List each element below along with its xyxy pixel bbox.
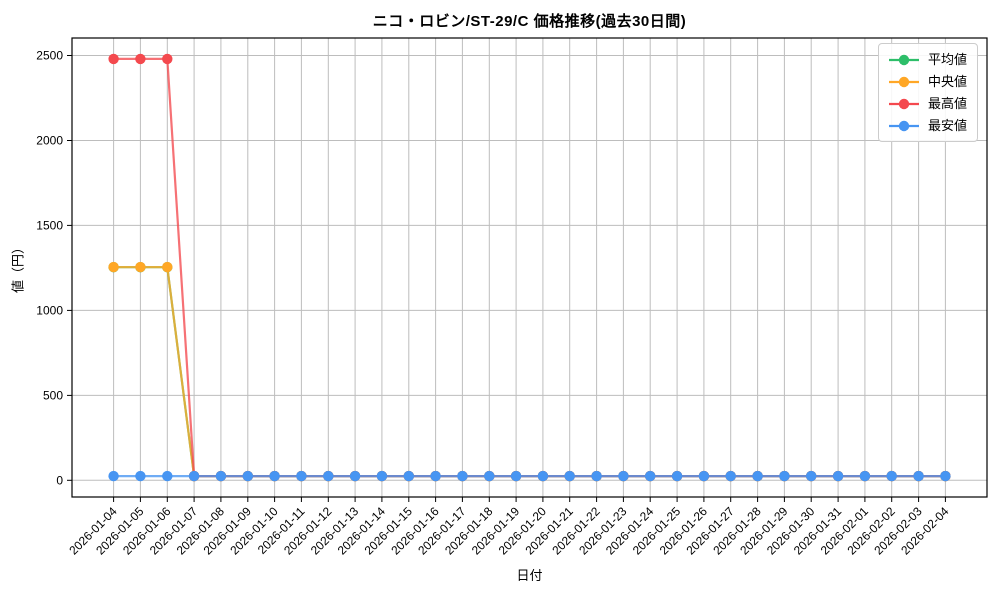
legend-dot-median [898,76,910,87]
series-marker-min [349,470,361,482]
series-marker-min [725,470,736,482]
series-marker-min [242,470,253,482]
legend-item-median: 中央値 [888,71,967,92]
legend-marker-median [889,76,919,87]
y-tick-label: 0 [56,473,63,487]
series-marker-min [296,470,307,482]
series-marker-min [645,470,656,482]
series-marker-min [376,470,388,482]
chart-title: ニコ・ロビン/ST-29/C 価格推移(過去30日間) [372,13,687,30]
legend-item-max: 最高値 [888,93,967,114]
y-tick-label: 2500 [36,49,63,63]
legend-dot-min [898,120,910,131]
series-marker-max [135,53,146,65]
series-marker-median [135,261,146,273]
series-marker-min [188,470,200,482]
series-marker-min [484,470,495,482]
series-line-median [113,266,946,478]
legend-label-median: 中央値 [928,74,968,89]
series-marker-min [564,470,575,482]
series-marker-max [108,53,119,65]
series-marker-min [537,470,549,482]
y-tick-label: 1500 [36,218,63,232]
legend-item-average: 平均値 [888,49,967,70]
series-marker-min [457,470,468,482]
series-marker-min [886,470,897,482]
series-marker-min [832,470,844,482]
y-tick-label: 1000 [36,303,63,317]
series-marker-min [779,470,790,482]
x-axis-label: 日付 [516,568,543,583]
series-marker-median [108,261,119,273]
series-marker-min [162,470,173,482]
series-marker-max [162,53,173,65]
axes-spines [71,37,988,498]
series-marker-min [510,470,522,482]
series-line-average [113,266,946,478]
y-tick-label: 500 [43,388,63,402]
series-marker-min [618,470,629,482]
legend-marker-max [889,98,919,109]
series-marker-min [430,470,441,482]
series-marker-min [859,470,871,482]
series-marker-min [323,470,334,482]
legend-label-max: 最高値 [928,96,968,111]
legend-label-average: 平均値 [928,52,968,67]
series-marker-min [108,470,119,482]
series-marker-min [591,470,602,482]
series-marker-min [806,470,817,482]
series-marker-min [269,470,280,482]
legend-label-min: 最安値 [928,118,968,133]
series-marker-min [403,470,414,482]
series-marker-min [752,470,763,482]
series-marker-min [135,470,146,482]
y-tick-label: 2000 [36,134,63,148]
series-marker-min [698,470,710,482]
series-marker-min [671,470,683,482]
legend: 平均値 中央値 最高値 最安値 [878,43,979,142]
legend-item-min: 最安値 [888,115,967,136]
legend-dot-average [898,54,910,65]
series-marker-min [940,470,951,482]
series-marker-min [913,470,924,482]
legend-marker-min [889,120,919,131]
series-marker-min [215,470,227,482]
series-marker-median [162,261,173,273]
legend-dot-max [898,98,910,109]
legend-marker-average [889,54,919,65]
series-line-max [113,57,946,478]
